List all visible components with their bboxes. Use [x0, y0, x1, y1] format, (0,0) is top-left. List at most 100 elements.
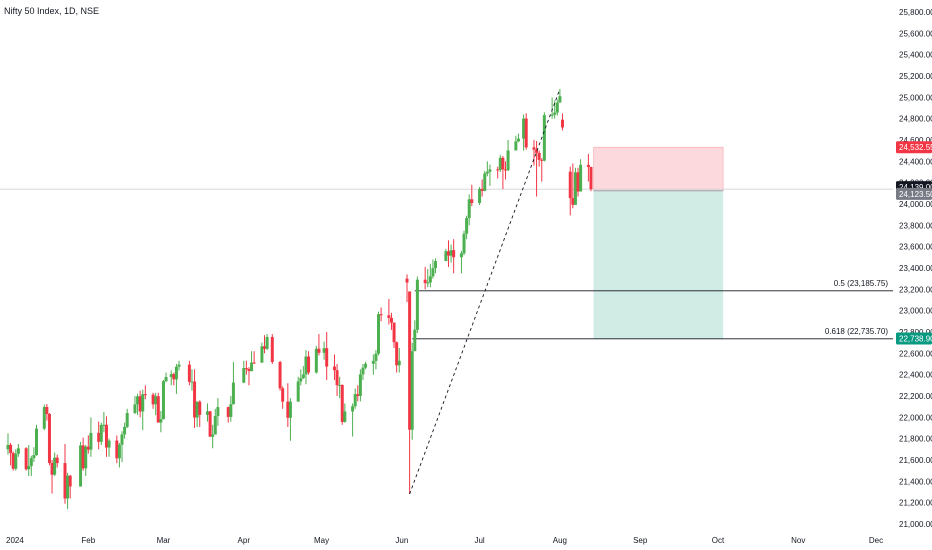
- candle-body: [198, 401, 202, 415]
- candle-97: [377, 311, 381, 356]
- price-axis[interactable]: 25,800.00 25,600.00 25,400.00 25,200.00 25,0…: [899, 8, 932, 529]
- candle-7: [29, 455, 33, 476]
- candle-body: [296, 381, 300, 402]
- candle-28: [107, 438, 111, 457]
- candle-body: [281, 388, 285, 402]
- candle-body: [428, 276, 432, 283]
- candle-body: [138, 396, 142, 412]
- candle-128: [496, 166, 500, 179]
- risk-zone: [593, 146, 724, 192]
- fib-anchor-line[interactable]: [409, 88, 561, 495]
- candle-body: [413, 329, 417, 352]
- candle-body: [211, 434, 215, 437]
- candle-body: [374, 353, 378, 361]
- candle-body: [304, 356, 308, 375]
- candle-123: [478, 186, 482, 206]
- candle-body: [99, 424, 103, 442]
- candle-body: [532, 147, 536, 150]
- candle-147: [568, 166, 572, 216]
- candle-body: [555, 102, 559, 113]
- candle-22: [86, 435, 90, 454]
- candle-body: [63, 463, 67, 499]
- candle-127: [488, 164, 492, 186]
- candle-body: [242, 368, 246, 383]
- candle-96: [374, 350, 378, 370]
- candle-body: [558, 96, 562, 103]
- candle-body: [24, 448, 28, 470]
- candle-85: [335, 364, 339, 396]
- y-tick-label: 23,000.00: [899, 307, 932, 316]
- candle-116: [449, 244, 453, 263]
- price-tag-bg: [896, 141, 932, 154]
- candle-1: [9, 442, 13, 466]
- candle-body: [141, 394, 145, 412]
- candle-54: [206, 403, 210, 422]
- candle-31: [120, 431, 124, 463]
- price-tag-label: 22,738.90: [899, 335, 932, 344]
- x-tick-label: Oct: [712, 536, 725, 545]
- candle-body: [483, 173, 487, 191]
- fibonacci-levels[interactable]: 0.5 (23,185.75) 0.618 (22,735.70): [412, 279, 893, 340]
- time-axis[interactable]: 2024 Feb Mar Apr May Jun Jul Aug Sep Oct Nov Dec: [6, 536, 883, 545]
- candle-129: [498, 154, 502, 172]
- y-tick-label: 25,400.00: [899, 51, 932, 60]
- candle-body: [66, 475, 70, 499]
- candle-151: [579, 159, 583, 192]
- candle-body: [568, 171, 572, 199]
- candle-88: [343, 403, 347, 423]
- y-tick-label: 21,200.00: [899, 499, 932, 508]
- candle-91: [356, 385, 360, 402]
- candle-body: [143, 394, 147, 396]
- candle-117: [452, 239, 456, 274]
- candle-108: [415, 276, 419, 334]
- candle-9: [35, 424, 39, 456]
- candle-body: [226, 407, 230, 417]
- candle-41: [156, 392, 160, 423]
- candle-body: [405, 278, 409, 283]
- candle-body: [392, 322, 396, 343]
- candle-133: [514, 135, 518, 151]
- candle-38: [143, 385, 147, 400]
- candle-94: [364, 361, 368, 370]
- x-tick-label: May: [314, 536, 329, 545]
- candle-body: [187, 364, 191, 382]
- candle-107: [413, 320, 417, 352]
- candle-60: [229, 396, 233, 422]
- candle-89: [351, 403, 355, 437]
- candle-36: [138, 390, 142, 418]
- candle-136: [524, 113, 528, 150]
- candle-114: [444, 248, 448, 262]
- candle-112: [431, 259, 435, 279]
- candle-body: [395, 342, 399, 366]
- candle-95: [371, 354, 375, 375]
- candle-69: [265, 334, 269, 351]
- y-tick-label: 22,200.00: [899, 392, 932, 401]
- candle-62: [242, 360, 246, 384]
- price-tag-label: 24,123.50: [899, 190, 932, 199]
- candle-body: [524, 118, 528, 148]
- y-tick-label: 24,600.00: [899, 136, 932, 145]
- candle-134: [516, 133, 520, 143]
- candle-68: [263, 335, 267, 354]
- candle-144: [555, 99, 559, 116]
- candle-body: [351, 406, 355, 412]
- candle-body: [29, 458, 33, 466]
- candle-81: [317, 334, 321, 356]
- candle-body: [11, 453, 15, 469]
- candle-body: [81, 445, 85, 469]
- candle-body: [47, 413, 51, 463]
- position-tool-zones[interactable]: [593, 146, 724, 339]
- candle-2: [11, 451, 15, 471]
- x-tick-label: Feb: [81, 536, 95, 545]
- candle-53: [198, 400, 202, 427]
- candle-30: [117, 442, 121, 468]
- candle-body: [496, 169, 500, 171]
- candle-body: [231, 382, 235, 405]
- candle-152: [586, 153, 590, 182]
- candle-body: [55, 457, 59, 464]
- candle-body: [573, 172, 577, 205]
- candle-body: [364, 363, 368, 368]
- candle-body: [247, 369, 251, 372]
- candle-71: [278, 360, 282, 391]
